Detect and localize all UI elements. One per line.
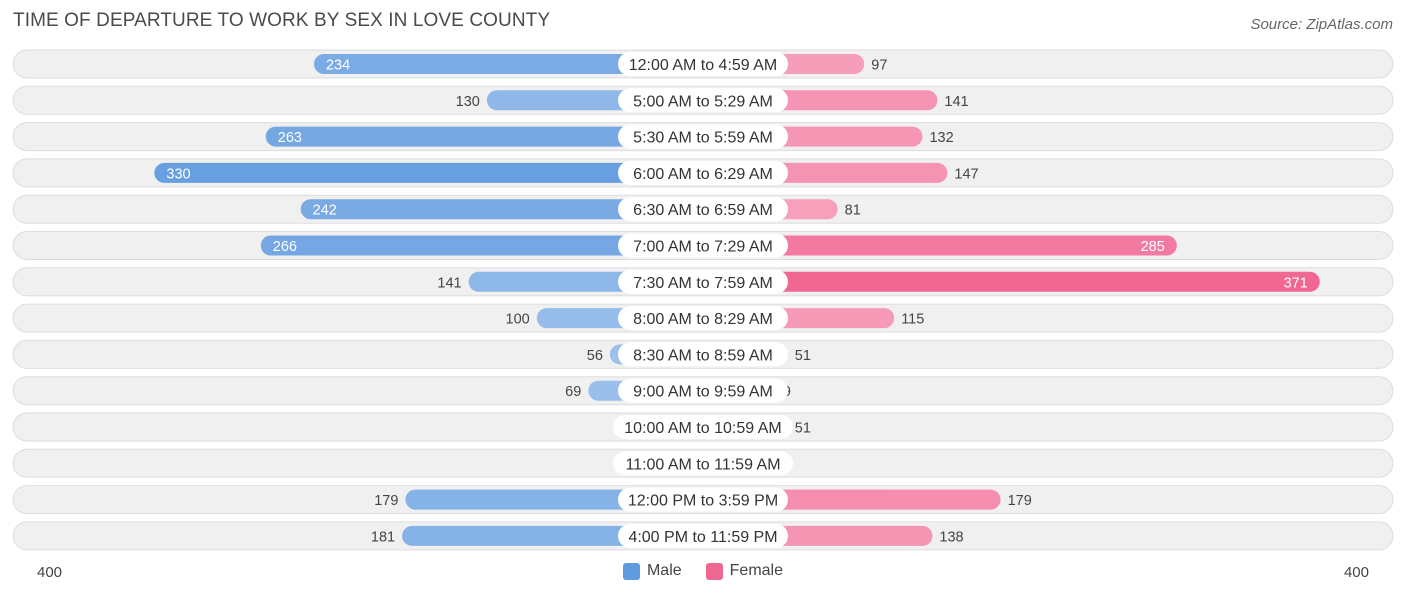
value-label-female: 115 xyxy=(901,312,924,328)
value-label-male: 179 xyxy=(374,493,398,509)
value-label-female: 371 xyxy=(1284,275,1308,291)
value-label-female: 51 xyxy=(795,348,811,364)
category-label: 11:00 AM to 11:59 AM xyxy=(625,456,780,473)
value-label-female: 141 xyxy=(944,94,968,110)
category-pill xyxy=(618,306,788,331)
value-label-male: 100 xyxy=(506,312,530,328)
value-label-male: 330 xyxy=(166,166,190,182)
value-label-male: 181 xyxy=(371,529,395,545)
bar-male xyxy=(265,126,713,147)
legend-label-male: Male xyxy=(646,562,682,579)
category-pill xyxy=(613,451,793,476)
legend-swatch-female xyxy=(705,562,723,580)
category-label: 12:00 PM to 3:59 PM xyxy=(628,493,778,510)
category-pill xyxy=(618,160,788,185)
value-label-female: 285 xyxy=(1141,239,1165,255)
value-label-male: 263 xyxy=(278,130,302,146)
category-pill xyxy=(618,269,788,294)
value-label-female: 97 xyxy=(871,58,887,74)
category-pill xyxy=(618,124,788,149)
legend-item-female[interactable]: Female xyxy=(705,562,784,580)
category-pill xyxy=(618,523,788,548)
category-pill xyxy=(618,378,788,403)
value-label-male: 56 xyxy=(587,348,603,364)
bar-male xyxy=(300,199,713,220)
category-label: 10:00 AM to 10:59 AM xyxy=(624,420,781,437)
chart-title: TIME OF DEPARTURE TO WORK BY SEX IN LOVE… xyxy=(13,10,551,31)
category-label: 5:30 AM to 5:59 AM xyxy=(633,130,773,147)
category-label: 12:00 AM to 4:59 AM xyxy=(629,57,778,74)
value-label-female: 147 xyxy=(954,166,978,182)
value-label-male: 130 xyxy=(456,94,480,110)
category-pill xyxy=(618,233,788,258)
category-label: 9:00 AM to 9:59 AM xyxy=(633,384,773,401)
value-label-male: 234 xyxy=(326,58,350,74)
value-label-female: 138 xyxy=(939,529,963,545)
category-label: 6:30 AM to 6:59 AM xyxy=(633,202,773,219)
bar-male xyxy=(260,235,713,256)
category-label: 4:00 PM to 11:59 PM xyxy=(628,529,777,546)
category-label: 8:30 AM to 8:59 AM xyxy=(633,347,773,364)
value-label-female: 179 xyxy=(1008,493,1032,509)
value-label-male: 242 xyxy=(313,203,337,219)
category-label: 7:00 AM to 7:29 AM xyxy=(633,239,773,256)
axis-label-right: 400 xyxy=(1344,564,1369,581)
value-label-female: 132 xyxy=(929,130,953,146)
bar-male xyxy=(313,54,713,74)
value-label-female: 51 xyxy=(795,421,811,437)
legend-item-male[interactable]: Male xyxy=(622,562,682,580)
value-label-male: 141 xyxy=(437,275,461,291)
category-pill xyxy=(618,487,788,512)
value-label-male: 69 xyxy=(565,384,581,400)
source-label: Source: ZipAtlas.com xyxy=(1250,16,1393,33)
category-pill xyxy=(618,197,788,222)
bar-female xyxy=(693,235,1177,256)
axis-label-left: 400 xyxy=(37,564,62,581)
category-pill xyxy=(618,88,788,113)
category-pill xyxy=(618,52,788,76)
bar-male xyxy=(154,162,713,183)
legend-swatch-male xyxy=(622,562,640,580)
legend-label-female: Female xyxy=(729,562,784,579)
category-pill xyxy=(618,342,788,367)
category-label: 6:00 AM to 6:29 AM xyxy=(633,166,773,183)
category-label: 5:00 AM to 5:29 AM xyxy=(633,93,773,110)
category-label: 8:00 AM to 8:29 AM xyxy=(633,311,773,328)
category-label: 7:30 AM to 7:59 AM xyxy=(633,275,773,292)
value-label-male: 266 xyxy=(273,239,297,255)
bar-female xyxy=(693,271,1320,292)
value-label-female: 81 xyxy=(845,203,861,219)
category-pill xyxy=(613,415,793,439)
legend: Male Female xyxy=(0,561,1406,581)
